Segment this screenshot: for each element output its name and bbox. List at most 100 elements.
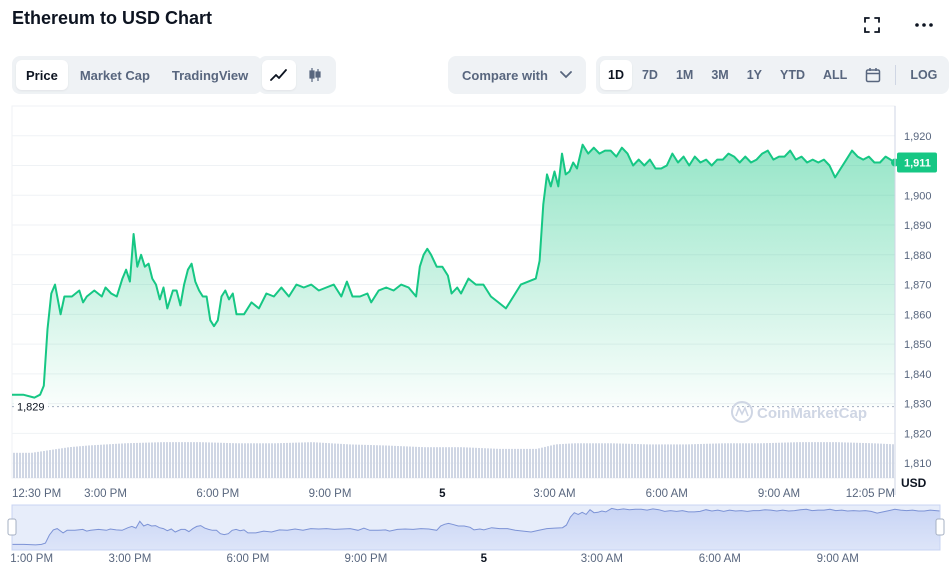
volume-bar xyxy=(811,442,813,478)
volume-bar xyxy=(856,442,858,478)
volume-bar xyxy=(37,451,39,478)
volume-bar xyxy=(262,443,264,478)
volume-bar xyxy=(205,442,207,478)
volume-bar xyxy=(535,448,537,478)
chevron-down-icon xyxy=(560,71,572,79)
expand-icon[interactable] xyxy=(861,14,883,36)
volume-bar xyxy=(787,442,789,478)
volume-bar xyxy=(232,443,234,478)
volume-bar xyxy=(697,444,699,478)
volume-bar xyxy=(496,448,498,478)
navigator-handle-right[interactable] xyxy=(935,518,945,536)
tab-tradingview[interactable]: TradingView xyxy=(171,67,249,83)
volume-bar xyxy=(790,442,792,478)
volume-bar xyxy=(436,447,438,478)
range-3m[interactable]: 3M xyxy=(711,68,729,82)
candlestick-icon[interactable] xyxy=(298,60,332,90)
volume-bar xyxy=(331,443,333,478)
volume-bar xyxy=(808,442,810,478)
volume-bar xyxy=(586,443,588,478)
y-tick-label: 1,920 xyxy=(904,131,932,143)
volume-bar xyxy=(247,443,249,478)
volume-bar xyxy=(427,447,429,478)
volume-bar xyxy=(58,448,60,478)
volume-bar xyxy=(469,447,471,478)
volume-bar xyxy=(487,448,489,478)
navigator-area xyxy=(12,508,940,550)
volume-bar xyxy=(745,443,747,478)
volume-bar xyxy=(139,442,141,478)
volume-bar xyxy=(391,445,393,478)
volume-bar xyxy=(337,443,339,478)
volume-bar xyxy=(514,448,516,478)
volume-bar xyxy=(61,448,63,478)
x-tick-label: 6:00 PM xyxy=(196,488,239,500)
volume-bar xyxy=(694,444,696,478)
volume-bar xyxy=(625,443,627,478)
volume-bar xyxy=(142,442,144,478)
volume-bar xyxy=(367,444,369,478)
volume-bar xyxy=(457,447,459,478)
y-axis-unit: USD xyxy=(901,476,927,490)
volume-bar xyxy=(721,443,723,478)
volume-bar xyxy=(64,447,66,478)
range-1m[interactable]: 1M xyxy=(675,68,694,82)
range-ytd[interactable]: YTD xyxy=(780,68,806,82)
price-chart[interactable]: 1,829 1,810 1,820 1,830 1,840 1,850 1,860 1,87… xyxy=(0,100,951,582)
volume-bar xyxy=(481,448,483,478)
volume-bar xyxy=(532,448,534,478)
range-1y[interactable]: 1Y xyxy=(746,68,763,82)
volume-bar xyxy=(235,443,237,478)
range-1d[interactable]: 1D xyxy=(600,60,632,90)
x-tick-label: 12:30 PM xyxy=(12,488,61,500)
volume-bar xyxy=(283,443,285,478)
volume-bar xyxy=(385,445,387,478)
line-chart-icon[interactable] xyxy=(262,60,296,90)
volume-bar xyxy=(289,442,291,478)
volume-bar xyxy=(19,452,21,478)
range-7d[interactable]: 7D xyxy=(641,68,658,82)
tab-price[interactable]: Price xyxy=(16,60,68,90)
volume-bar xyxy=(826,442,828,478)
navigator-selection[interactable] xyxy=(11,504,941,551)
volume-bar xyxy=(724,443,726,478)
y-tick-label: 1,870 xyxy=(904,280,932,292)
volume-bar xyxy=(547,446,549,478)
volume-bar xyxy=(850,442,852,478)
log-toggle[interactable]: LOG xyxy=(910,68,938,82)
range-all[interactable]: ALL xyxy=(823,68,848,82)
volume-bar xyxy=(394,445,396,478)
volume-bar xyxy=(460,447,462,478)
view-tabs: Price Market Cap TradingView xyxy=(12,56,263,94)
volume-bar xyxy=(568,443,570,478)
volume-bar xyxy=(751,443,753,478)
volume-bar xyxy=(442,447,444,478)
volume-bar xyxy=(463,447,465,478)
volume-bar xyxy=(256,443,258,478)
volume-bar xyxy=(55,449,57,478)
more-horizontal-icon[interactable] xyxy=(913,14,935,36)
volume-bar xyxy=(346,444,348,478)
calendar-icon[interactable] xyxy=(857,60,889,90)
volume-bar xyxy=(484,448,486,478)
volume-bar xyxy=(82,445,84,478)
x-tick-label: 3:00 PM xyxy=(84,488,127,500)
navigator-handle-left[interactable] xyxy=(7,518,17,536)
volume-bar xyxy=(454,447,456,478)
volume-bar xyxy=(412,446,414,478)
compare-dropdown[interactable]: Compare with xyxy=(448,56,586,94)
volume-bar xyxy=(823,442,825,478)
volume-bar xyxy=(583,443,585,478)
y-tick-label: 1,860 xyxy=(904,309,932,321)
volume-bar xyxy=(793,442,795,478)
volume-bar xyxy=(292,442,294,478)
volume-bar xyxy=(748,443,750,478)
volume-bar xyxy=(775,442,777,478)
volume-bar xyxy=(688,444,690,478)
volume-bar xyxy=(838,442,840,478)
volume-bar xyxy=(727,443,729,478)
volume-bar xyxy=(472,447,474,478)
coinmarketcap-logo xyxy=(731,401,753,423)
volume-bar xyxy=(166,442,168,478)
tab-market-cap[interactable]: Market Cap xyxy=(79,67,150,83)
